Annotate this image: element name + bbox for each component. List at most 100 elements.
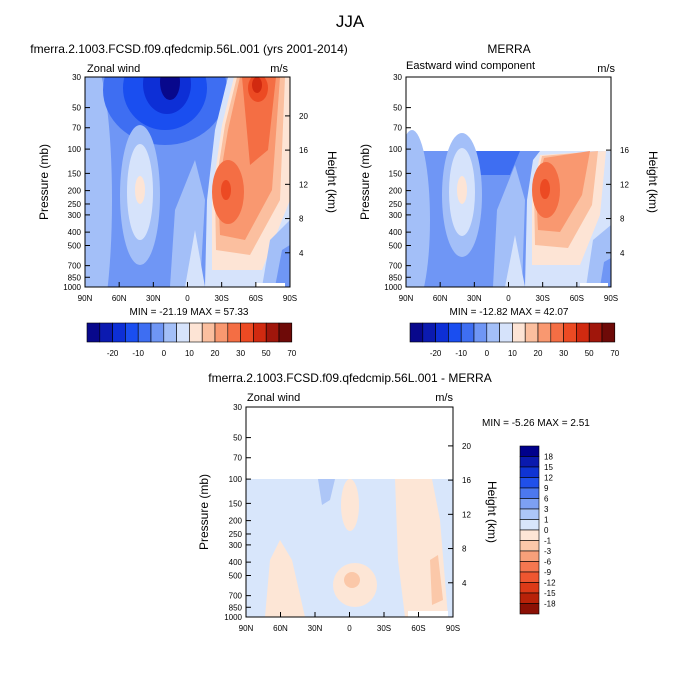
panel-model-field bbox=[85, 77, 290, 287]
y-tick-label: 300 bbox=[229, 541, 243, 550]
x-tick-label: 90N bbox=[239, 624, 254, 633]
colorbar-label: 18 bbox=[544, 453, 553, 462]
panel-obs-minmax: MIN = -12.82 MAX = 42.07 bbox=[450, 307, 569, 318]
colorbar-swatch bbox=[486, 322, 500, 343]
colorbar-swatch bbox=[563, 322, 577, 343]
y-tick-label: 300 bbox=[389, 211, 403, 220]
colorbar-swatch bbox=[519, 540, 540, 552]
colorbar-label: 15 bbox=[544, 463, 553, 472]
colorbar-label: 3 bbox=[544, 505, 549, 514]
colorbar-label: -20 bbox=[107, 349, 119, 358]
x-tick-label: 60S bbox=[249, 294, 263, 303]
colorbar-swatch bbox=[550, 322, 564, 343]
y-tick-label: 850 bbox=[389, 273, 403, 282]
colorbar-label: 9 bbox=[544, 484, 549, 493]
colorbar-swatch bbox=[240, 322, 254, 343]
y-tick-label: 500 bbox=[229, 571, 243, 580]
colorbar-label: -10 bbox=[455, 349, 467, 358]
y-tick-label: 50 bbox=[393, 104, 402, 113]
x-tick-label: 30N bbox=[308, 624, 323, 633]
x-tick-label: 60N bbox=[273, 624, 288, 633]
colorbar-swatch bbox=[422, 322, 436, 343]
y-tick-label: 250 bbox=[389, 200, 403, 209]
panel-model-ylabel: Pressure (mb) bbox=[37, 144, 51, 220]
panel-diff-axes: Pressure (mb) Height (km) 30 50 70 100 150 20… bbox=[197, 403, 499, 633]
panel-model: fmerra.2.1003.FCSD.f09.qfedcmip.56L.001 … bbox=[30, 42, 348, 358]
colorbar-swatch bbox=[214, 322, 229, 343]
colorbar-label: -12 bbox=[544, 579, 556, 588]
colorbar-label: 10 bbox=[185, 349, 194, 358]
y-tick-label: 850 bbox=[68, 273, 82, 282]
colorbar-swatch bbox=[524, 322, 539, 343]
x-tick-label: 30S bbox=[215, 294, 229, 303]
y-tick-label: 200 bbox=[229, 517, 243, 526]
y2-tick-label: 4 bbox=[462, 579, 467, 588]
panel-diff-title: fmerra.2.1003.FCSD.f09.qfedcmip.56L.001 … bbox=[208, 371, 491, 385]
y-tick-label: 500 bbox=[68, 241, 82, 250]
colorbar-swatch bbox=[189, 322, 203, 343]
colorbar-model: -20 -10 0 10 20 30 50 70 bbox=[86, 322, 297, 358]
panel-model-axes: Pressure (mb) Height (km) 30 50 70 100 150 20… bbox=[37, 73, 339, 303]
y-tick-label: 700 bbox=[389, 262, 403, 271]
colorbar-label: -18 bbox=[544, 600, 556, 609]
panel-diff-left-label: Zonal wind bbox=[247, 392, 300, 404]
colorbar-swatch bbox=[601, 322, 616, 343]
colorbar-swatch bbox=[448, 322, 462, 343]
y-tick-label: 150 bbox=[389, 169, 403, 178]
y-tick-label: 200 bbox=[389, 187, 403, 196]
colorbar-label: 1 bbox=[544, 516, 549, 525]
panel-model-units: m/s bbox=[270, 63, 288, 75]
colorbar-label: -20 bbox=[430, 349, 442, 358]
colorbar-label: 30 bbox=[236, 349, 245, 358]
colorbar-swatch bbox=[588, 322, 603, 343]
colorbar-label: 30 bbox=[559, 349, 568, 358]
y2-tick-label: 20 bbox=[462, 442, 471, 451]
panel-diff-field bbox=[246, 407, 453, 617]
y-tick-label: 400 bbox=[68, 228, 82, 237]
colorbar-swatch bbox=[253, 322, 267, 343]
y-tick-label: 70 bbox=[72, 124, 81, 133]
colorbar-label: 50 bbox=[262, 349, 271, 358]
y2-tick-label: 4 bbox=[299, 249, 304, 258]
y-tick-label: 250 bbox=[68, 200, 82, 209]
figure-title: JJA bbox=[336, 12, 365, 31]
colorbar-swatch bbox=[512, 322, 526, 343]
y-tick-label: 70 bbox=[233, 454, 242, 463]
x-tick-label: 30N bbox=[467, 294, 482, 303]
y2-tick-label: 8 bbox=[462, 545, 467, 554]
colorbar-swatch bbox=[265, 322, 280, 343]
colorbar-swatch bbox=[499, 322, 513, 343]
panel-model-title: fmerra.2.1003.FCSD.f09.qfedcmip.56L.001 … bbox=[30, 42, 348, 56]
y-tick-label: 50 bbox=[233, 434, 242, 443]
colorbar-swatch bbox=[435, 322, 449, 343]
y2-tick-label: 16 bbox=[299, 146, 308, 155]
x-tick-label: 60N bbox=[112, 294, 127, 303]
y-tick-label: 850 bbox=[229, 603, 243, 612]
panel-model-left-label: Zonal wind bbox=[87, 63, 140, 75]
y-tick-label: 500 bbox=[389, 241, 403, 250]
panel-obs-field bbox=[406, 77, 611, 287]
y-tick-label: 150 bbox=[229, 499, 243, 508]
y-tick-label: 100 bbox=[68, 145, 82, 154]
y-tick-label: 100 bbox=[229, 475, 243, 484]
y-tick-label: 50 bbox=[72, 104, 81, 113]
y-tick-label: 150 bbox=[68, 169, 82, 178]
colorbar-swatch bbox=[519, 498, 540, 510]
colorbar-swatch bbox=[278, 322, 293, 343]
y-tick-label: 700 bbox=[68, 262, 82, 271]
x-tick-label: 60S bbox=[570, 294, 584, 303]
x-tick-label: 60S bbox=[411, 624, 425, 633]
colorbar-swatch bbox=[537, 322, 552, 343]
colorbar-swatch bbox=[201, 322, 216, 343]
colorbar-swatch bbox=[99, 322, 113, 343]
y-tick-label: 300 bbox=[68, 211, 82, 220]
colorbar-swatch bbox=[519, 529, 540, 541]
y2-tick-label: 8 bbox=[620, 215, 625, 224]
panel-diff: fmerra.2.1003.FCSD.f09.qfedcmip.56L.001 … bbox=[197, 371, 590, 633]
colorbar-swatch bbox=[163, 322, 177, 343]
colorbar-swatch bbox=[176, 322, 190, 343]
colorbar-swatch bbox=[150, 322, 165, 343]
colorbar-swatch bbox=[519, 477, 540, 489]
x-tick-label: 30S bbox=[377, 624, 391, 633]
panel-model-y2label: Height (km) bbox=[325, 151, 339, 213]
